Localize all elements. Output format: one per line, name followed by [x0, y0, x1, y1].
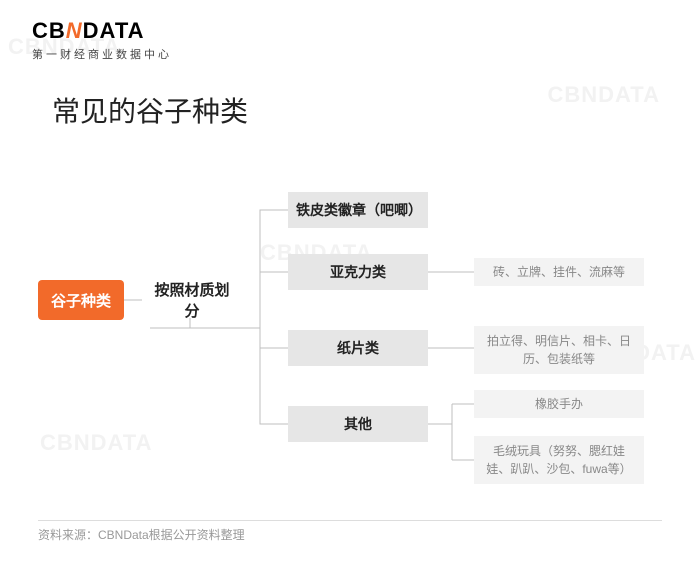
tree-l3-item: 橡胶手办	[474, 390, 644, 418]
tree-root: 谷子种类	[38, 280, 124, 320]
source-divider	[38, 520, 662, 521]
brand-suffix: DATA	[83, 18, 145, 43]
brand-x: N	[66, 18, 83, 43]
tree-l3-item: 砖、立牌、挂件、流麻等	[474, 258, 644, 286]
brand-subtitle: 第一财经商业数据中心	[32, 46, 172, 62]
tree-l2-item: 亚克力类	[288, 254, 428, 290]
tree-l3-item: 毛绒玩具（努努、腮红娃娃、趴趴、沙包、fuwa等）	[474, 436, 644, 484]
page-title: 常见的谷子种类	[52, 90, 248, 130]
tree-level1: 按照材质划分	[142, 282, 242, 318]
tree-diagram: 谷子种类 按照材质划分 铁皮类徽章（吧唧） 亚克力类 纸片类 其他 砖、立牌、挂…	[0, 0, 700, 565]
tree-l2-item: 铁皮类徽章（吧唧）	[288, 192, 428, 228]
source-text: 资料来源：CBNData根据公开资料整理	[38, 526, 245, 543]
brand-prefix: CB	[32, 18, 66, 43]
tree-l2-item: 纸片类	[288, 330, 428, 366]
brand-logo: CBNDATA 第一财经商业数据中心	[32, 18, 172, 62]
tree-l2-item: 其他	[288, 406, 428, 442]
tree-l3-item: 拍立得、明信片、相卡、日历、包装纸等	[474, 326, 644, 374]
brand-logo-text: CBNDATA	[32, 18, 172, 44]
